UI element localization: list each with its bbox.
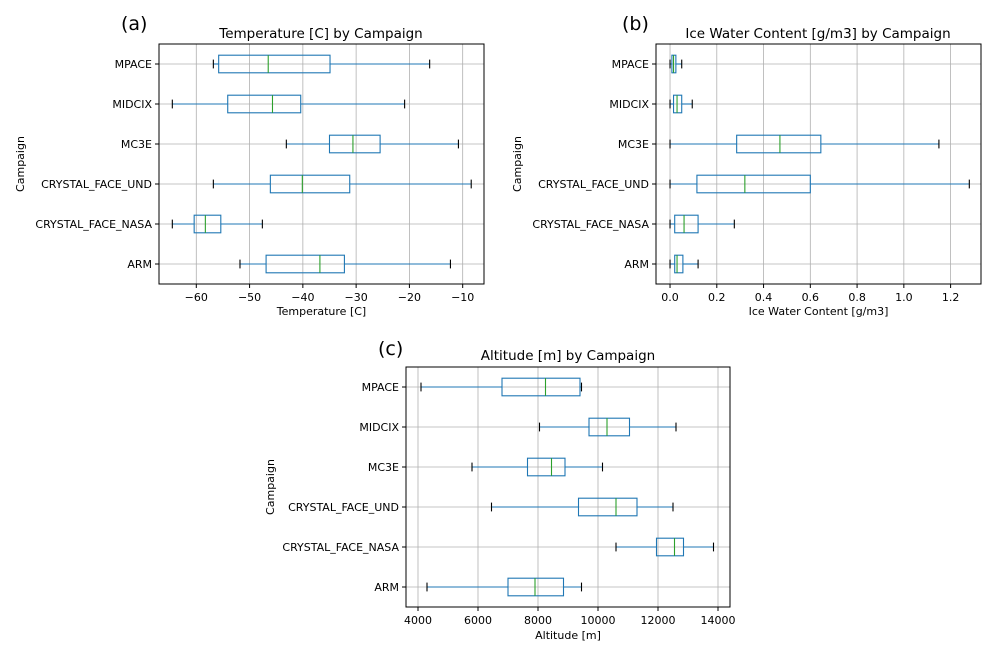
x-tick-label: 0.2	[708, 291, 726, 304]
y-tick-label: CRYSTAL_FACE_NASA	[35, 218, 152, 231]
y-tick-label: MPACE	[115, 58, 152, 71]
box-mpace	[669, 54, 683, 74]
axes-frame	[655, 43, 982, 285]
box-arm	[669, 254, 699, 274]
box-crystal-face-nasa	[615, 537, 715, 557]
iqr-box	[674, 214, 699, 234]
box-mc3e	[669, 134, 940, 154]
iqr-box	[265, 254, 345, 274]
chart-panel-3: (c) Altitude [m] by Campaign 4000 6000 8000 1…	[264, 338, 736, 642]
y-tick-label: MC3E	[121, 138, 152, 151]
iqr-box	[696, 174, 811, 194]
x-tick-label: 1.0	[895, 291, 913, 304]
box-crystal-face-und	[490, 497, 674, 517]
box-mc3e	[471, 457, 604, 477]
x-tick-label: 12000	[641, 614, 676, 627]
y-tick-label: CRYSTAL_FACE_UND	[538, 178, 649, 191]
y-tick-label: MIDCIX	[112, 98, 152, 111]
iqr-box	[672, 94, 683, 114]
y-tick-label: CRYSTAL_FACE_UND	[288, 501, 399, 514]
y-axis-title: Campaign	[264, 459, 277, 515]
chart-title: Temperature [C] by Campaign	[218, 26, 422, 42]
axes-frame	[158, 43, 485, 285]
box-mc3e	[285, 134, 459, 154]
y-tick-label: MPACE	[362, 381, 399, 394]
x-tick-label: −20	[398, 291, 421, 304]
y-tick-label: MPACE	[612, 58, 649, 71]
iqr-box	[655, 537, 685, 557]
x-axis-title: Altitude [m]	[535, 629, 601, 642]
box-midcix	[538, 417, 677, 437]
y-tick-label: CRYSTAL_FACE_UND	[41, 178, 152, 191]
panel-label: (a)	[121, 13, 147, 35]
box-mpace	[212, 54, 431, 74]
x-tick-label: 0.4	[755, 291, 773, 304]
y-tick-label: ARM	[624, 258, 649, 271]
y-axis-title: Campaign	[14, 136, 27, 192]
iqr-box	[736, 134, 822, 154]
iqr-box	[526, 457, 566, 477]
x-tick-label: 6000	[464, 614, 492, 627]
x-tick-label: 0.8	[848, 291, 866, 304]
y-tick-label: MC3E	[368, 461, 399, 474]
x-axis-title: Ice Water Content [g/m3]	[749, 305, 889, 318]
iqr-box	[674, 254, 684, 274]
iqr-box	[328, 134, 381, 154]
x-tick-label: −50	[238, 291, 261, 304]
y-tick-label: CRYSTAL_FACE_NASA	[282, 541, 399, 554]
chart-title: Altitude [m] by Campaign	[481, 348, 655, 364]
box-crystal-face-nasa	[171, 214, 263, 234]
x-tick-label: 0.0	[661, 291, 679, 304]
x-tick-label: 14000	[701, 614, 736, 627]
chart-panel-2: (b) Ice Water Content [g/m3] by Campaign 0…	[511, 13, 982, 318]
y-tick-label: MIDCIX	[609, 98, 649, 111]
y-tick-label: ARM	[374, 581, 399, 594]
iqr-box	[577, 497, 638, 517]
x-tick-label: −40	[291, 291, 314, 304]
box-arm	[239, 254, 451, 274]
x-tick-label: 10000	[581, 614, 616, 627]
y-tick-label: CRYSTAL_FACE_NASA	[532, 218, 649, 231]
box-midcix	[171, 94, 406, 114]
panel-label: (c)	[378, 338, 403, 360]
box-mpace	[420, 377, 583, 397]
panel-label: (b)	[622, 13, 649, 35]
chart-title: Ice Water Content [g/m3] by Campaign	[685, 26, 950, 42]
x-tick-label: 0.6	[802, 291, 820, 304]
iqr-box	[227, 94, 302, 114]
iqr-box	[193, 214, 222, 234]
box-arm	[426, 577, 583, 597]
iqr-box	[507, 577, 565, 597]
box-crystal-face-und	[212, 174, 472, 194]
x-tick-label: −60	[185, 291, 208, 304]
y-tick-label: ARM	[127, 258, 152, 271]
iqr-box	[269, 174, 351, 194]
x-tick-label: −10	[451, 291, 474, 304]
y-tick-label: MIDCIX	[359, 421, 399, 434]
x-tick-label: −30	[345, 291, 368, 304]
x-tick-label: 1.2	[942, 291, 960, 304]
iqr-box	[588, 417, 631, 437]
iqr-box	[501, 377, 581, 397]
x-tick-label: 8000	[524, 614, 552, 627]
chart-panel-1: (a) Temperature [C] by Campaign −60 −50 −40 −…	[14, 13, 485, 318]
axes-frame	[405, 366, 731, 608]
y-axis-title: Campaign	[511, 136, 524, 192]
box-crystal-face-nasa	[669, 214, 735, 234]
y-tick-label: MC3E	[618, 138, 649, 151]
box-crystal-face-und	[669, 174, 970, 194]
box-midcix	[669, 94, 693, 114]
x-tick-label: 4000	[404, 614, 432, 627]
x-axis-title: Temperature [C]	[276, 305, 366, 318]
iqr-box	[218, 54, 331, 74]
